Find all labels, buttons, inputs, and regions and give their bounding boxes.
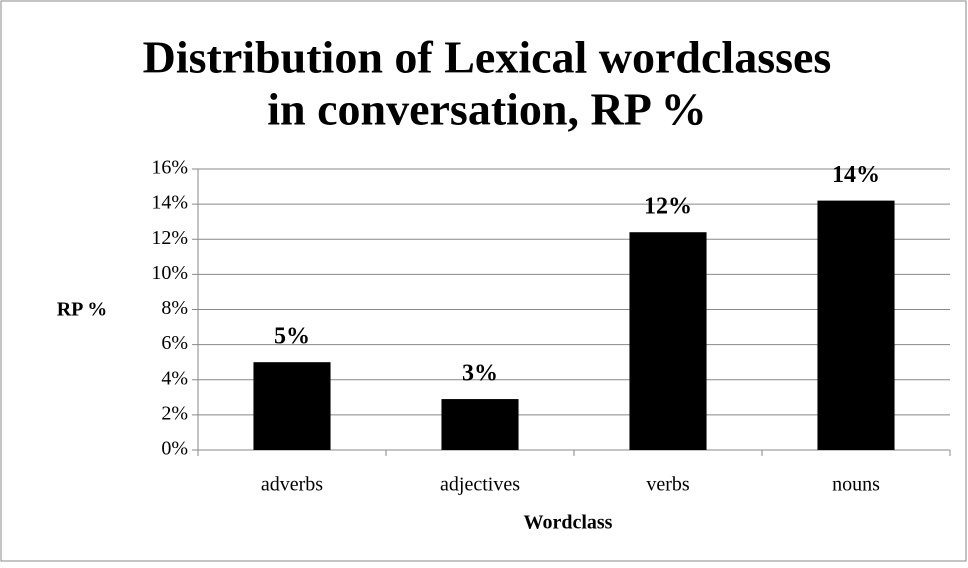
- x-tick-label: adjectives: [440, 474, 520, 496]
- y-tick-label: 2%: [161, 402, 188, 424]
- bar: [253, 362, 331, 450]
- data-label: 14%: [832, 162, 880, 188]
- y-tick-label: 16%: [151, 157, 188, 179]
- y-tick-label: 6%: [161, 332, 188, 354]
- y-tick-label: 0%: [161, 438, 188, 460]
- x-tick-label: verbs: [646, 474, 690, 496]
- x-tick-label: nouns: [832, 474, 880, 496]
- chart-title: in conversation, RP %: [267, 84, 707, 135]
- chart-title: Distribution of Lexical wordclasses: [143, 32, 832, 83]
- y-axis-label: RP %: [57, 299, 108, 321]
- y-tick-label: 14%: [151, 192, 188, 214]
- y-tick-label: 4%: [161, 367, 188, 389]
- bar: [817, 200, 895, 450]
- x-axis-label: Wordclass: [524, 512, 613, 534]
- y-tick-label: 8%: [161, 297, 188, 319]
- data-label: 12%: [644, 194, 692, 220]
- y-tick-label: 12%: [151, 227, 188, 249]
- x-tick-label: adverbs: [261, 474, 323, 496]
- data-label: 5%: [274, 324, 310, 350]
- data-label: 3%: [462, 361, 498, 387]
- y-tick-label: 10%: [151, 262, 188, 284]
- bar: [441, 399, 519, 450]
- bar: [629, 232, 707, 450]
